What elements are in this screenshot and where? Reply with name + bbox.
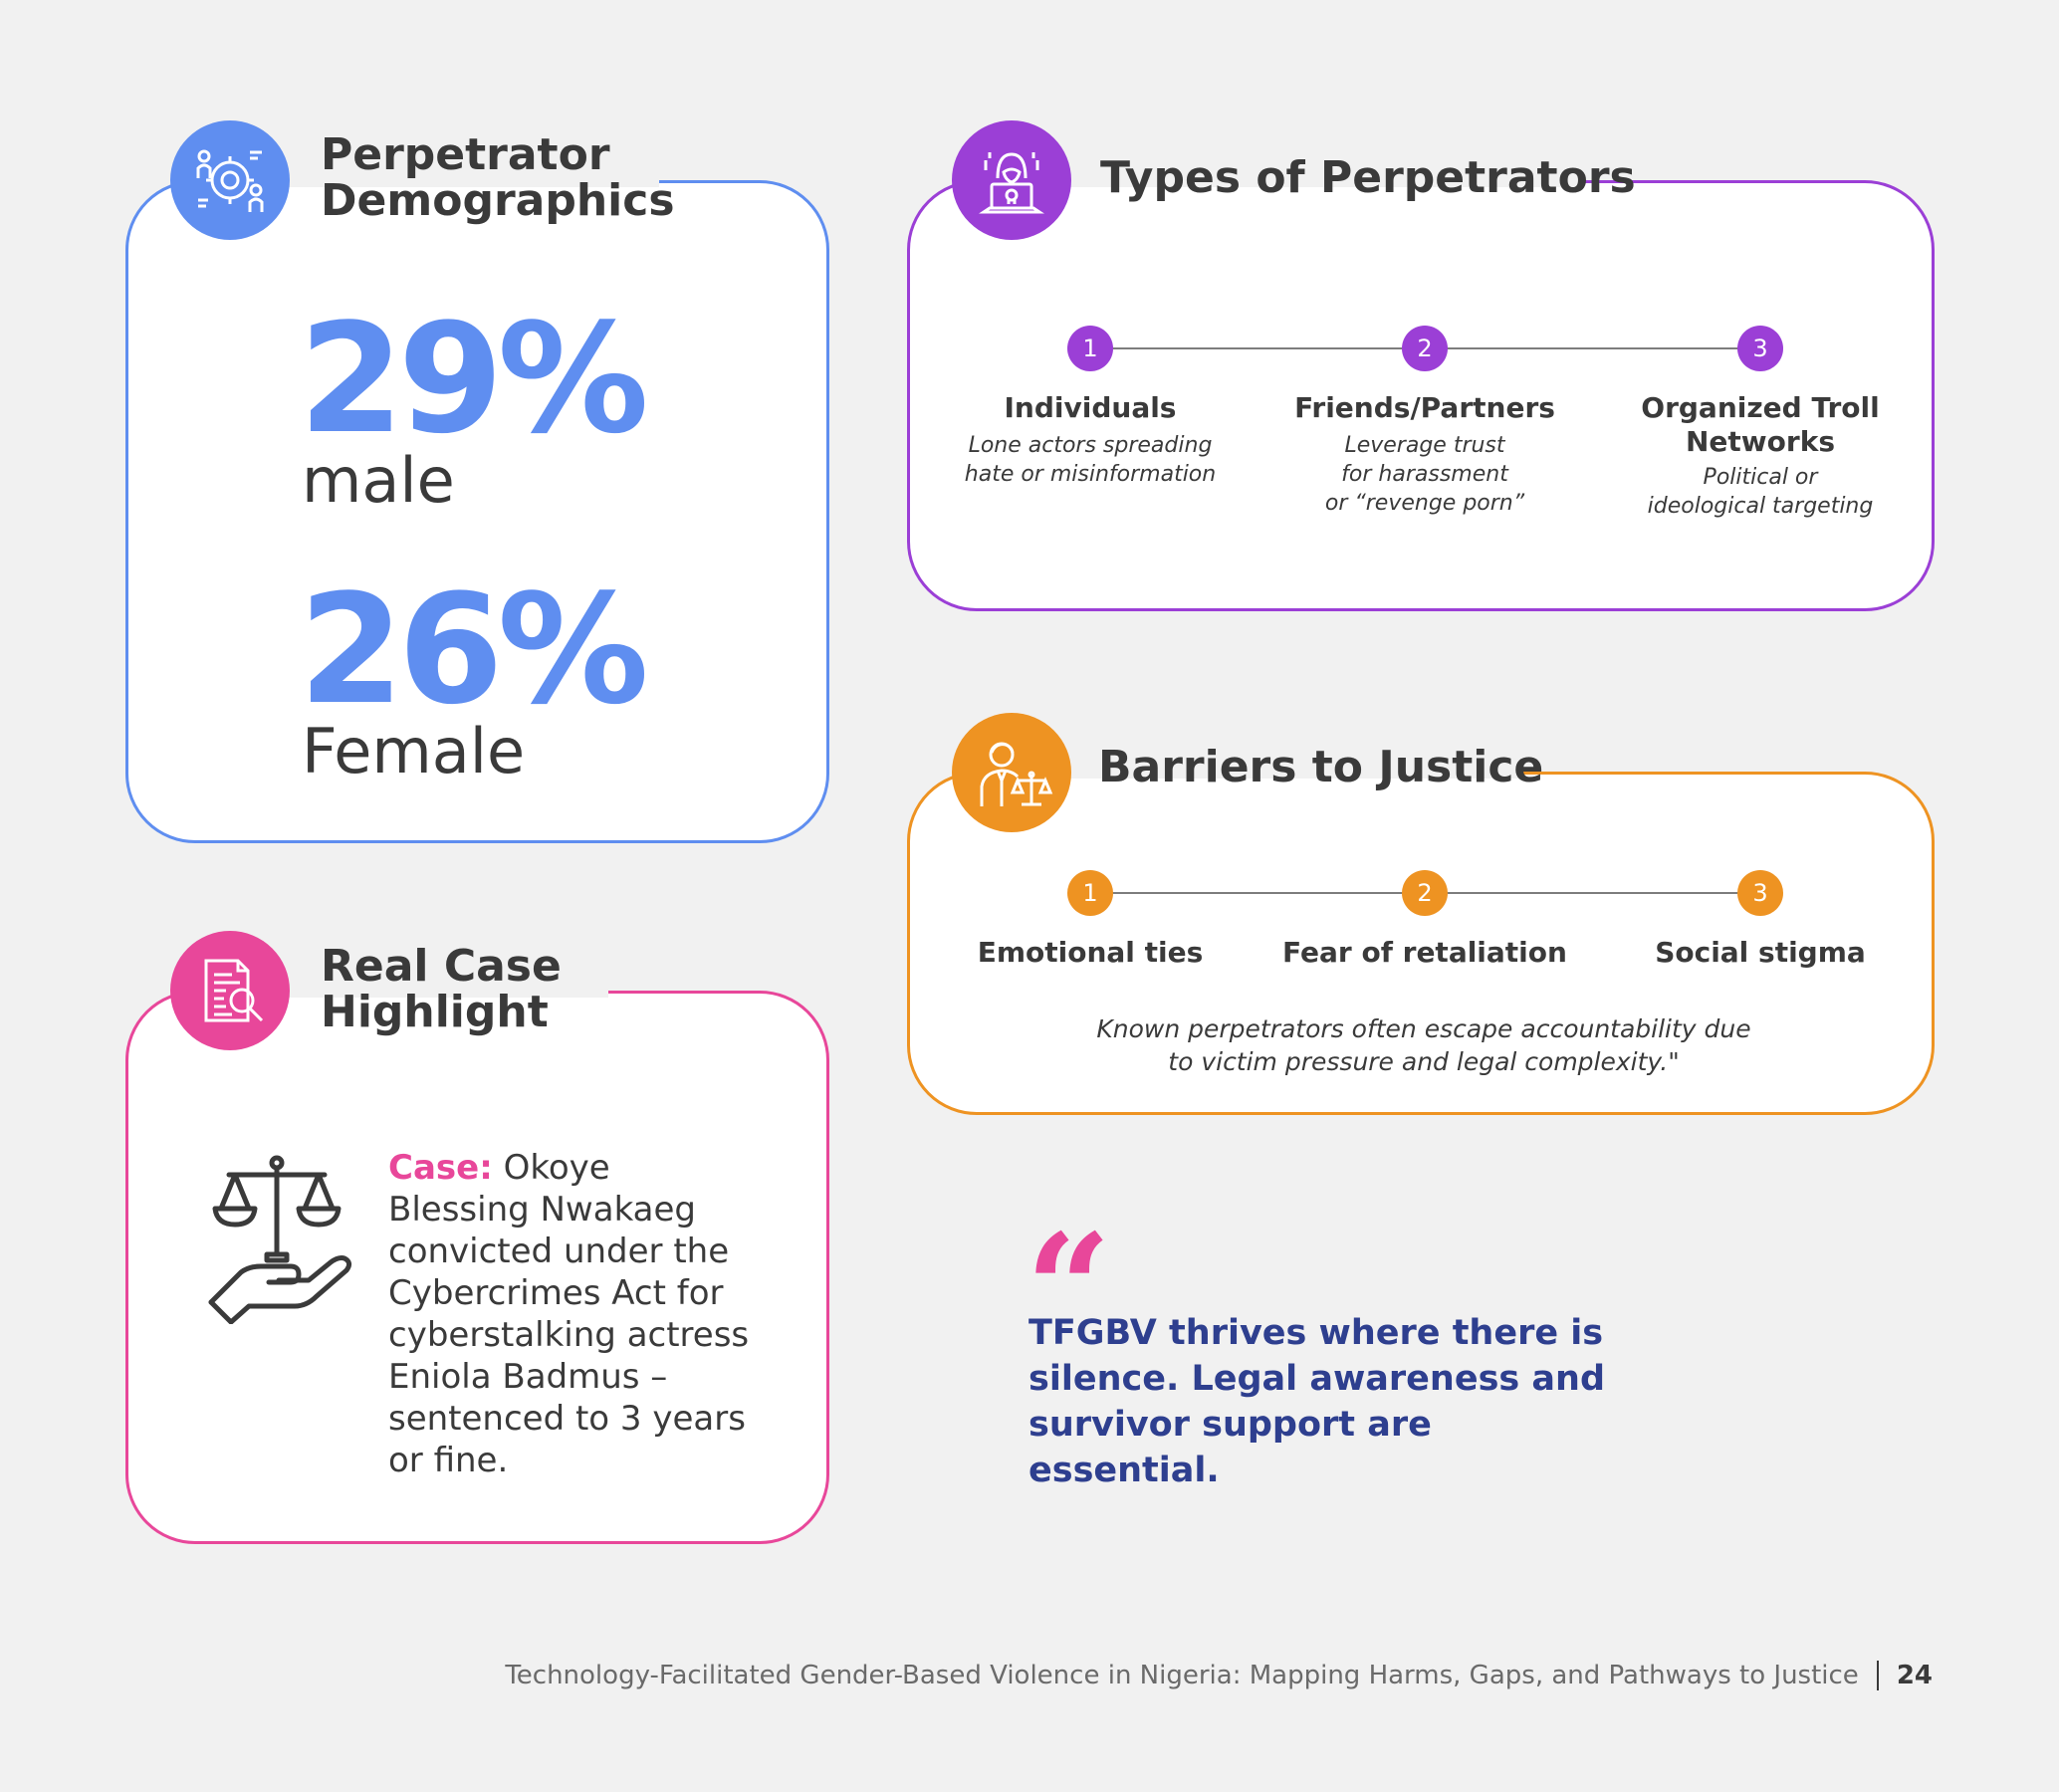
barriers-step-1-dot: 1 <box>1067 870 1113 916</box>
types-step-3-dot: 3 <box>1737 326 1783 371</box>
demographics-card <box>125 180 829 843</box>
types-card <box>907 180 1935 611</box>
barriers-note: Known perpetrators often escape accounta… <box>1096 1014 1751 1076</box>
barriers-title: Barriers to Justice <box>1098 742 1544 792</box>
quote-mark: “ <box>1026 1202 1112 1377</box>
types-step-2-dot: 2 <box>1402 326 1448 371</box>
types-step-troll-networks: Organized Troll Networks Political or id… <box>1641 391 1880 519</box>
scales-in-hand-icon <box>199 1155 358 1328</box>
male-percentage: 29% <box>299 291 649 467</box>
barriers-step-2-dot: 2 <box>1402 870 1448 916</box>
case-title: Real Case Highlight <box>321 941 562 1037</box>
footer-title: Technology-Facilitated Gender-Based Viol… <box>505 1661 1859 1690</box>
barriers-step-stigma: Social stigma <box>1655 936 1866 969</box>
footer-separator <box>1876 1661 1879 1690</box>
demographics-icon <box>170 120 290 240</box>
document-search-icon <box>170 931 290 1050</box>
barriers-card <box>907 772 1935 1115</box>
quote-text: TFGBV thrives where there is silence. Le… <box>1029 1313 1606 1490</box>
demographics-title: Perpetrator Demographics <box>321 129 675 226</box>
hacker-laptop-icon <box>952 120 1071 240</box>
judge-scales-icon <box>952 713 1071 832</box>
types-step-friends: Friends/Partners Leverage trust for hara… <box>1294 391 1555 516</box>
types-step-1-dot: 1 <box>1067 326 1113 371</box>
footer: Technology-Facilitated Gender-Based Viol… <box>505 1661 1933 1690</box>
case-text: Case: Okoye Blessing Nwakaeg convicted u… <box>388 1148 750 1480</box>
page-number: 24 <box>1896 1661 1933 1690</box>
barriers-step-3-dot: 3 <box>1737 870 1783 916</box>
types-title: Types of Perpetrators <box>1100 152 1636 203</box>
types-step-individuals: Individuals Lone actors spreading hate o… <box>964 391 1217 487</box>
female-label: Female <box>302 715 526 787</box>
male-label: male <box>302 444 455 517</box>
barriers-step-fear: Fear of retaliation <box>1282 936 1567 969</box>
barriers-step-emotional-ties: Emotional ties <box>977 936 1204 969</box>
female-percentage: 26% <box>299 561 649 738</box>
case-card <box>125 991 829 1544</box>
